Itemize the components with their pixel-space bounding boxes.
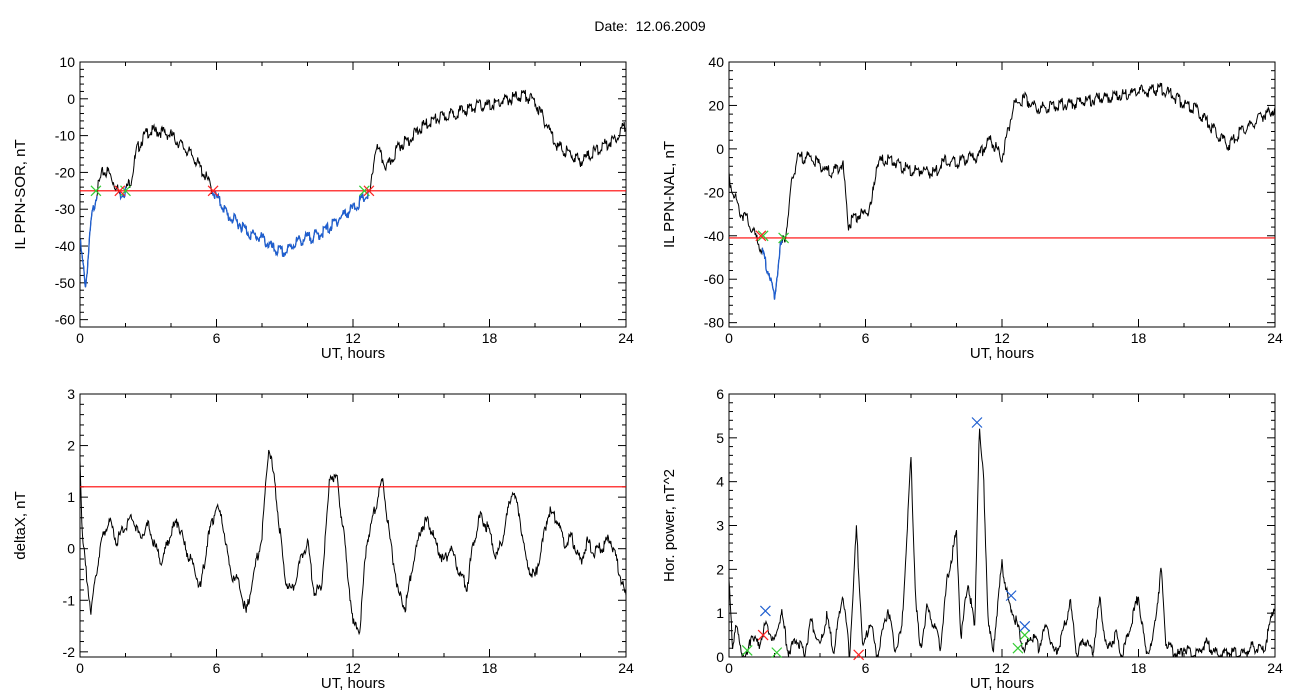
x-axis-label: UT, hours — [321, 675, 385, 692]
y-tick-label: 2 — [716, 561, 724, 577]
y-tick-label: -80 — [704, 315, 724, 331]
y-axis-label: IL PPN-SOR, nT — [12, 139, 29, 249]
start-marker — [358, 185, 370, 197]
start-marker — [771, 647, 783, 659]
x-tick-label: 12 — [994, 660, 1010, 676]
x-tick-label: 0 — [725, 330, 733, 346]
peak-marker — [759, 605, 771, 617]
x-tick-label: 12 — [345, 330, 361, 346]
y-tick-label: 40 — [708, 54, 724, 70]
peak-marker — [971, 417, 983, 428]
y-axis-label: Hor. power, nT^2 — [661, 469, 678, 582]
end-marker — [853, 649, 865, 661]
start-marker — [1019, 629, 1031, 641]
y-axis-label: IL PPN-NAL, nT — [661, 141, 678, 248]
y-tick-label: 2 — [67, 438, 75, 454]
y-tick-label: -1 — [63, 592, 76, 608]
x-tick-label: 18 — [1131, 660, 1147, 676]
x-axis-label: UT, hours — [321, 345, 385, 362]
y-tick-label: 3 — [716, 518, 724, 534]
x-tick-label: 18 — [482, 330, 498, 346]
y-tick-label: 6 — [716, 386, 724, 402]
y-tick-label: 0 — [67, 91, 75, 107]
x-tick-label: 24 — [1267, 660, 1283, 676]
y-tick-label: -40 — [704, 228, 724, 244]
x-tick-label: 6 — [862, 330, 870, 346]
y-tick-label: 0 — [716, 141, 724, 157]
y-tick-label: -2 — [63, 644, 76, 660]
y-tick-label: 10 — [59, 54, 75, 70]
event-segment — [80, 195, 98, 288]
y-tick-label: 0 — [67, 541, 75, 557]
data-trace — [729, 428, 1275, 657]
start-marker — [757, 230, 769, 242]
date-header: Date: 12.06.2009 — [0, 18, 1300, 34]
y-tick-label: 5 — [716, 430, 724, 446]
x-tick-label: 12 — [994, 330, 1010, 346]
x-tick-label: 18 — [482, 660, 498, 676]
x-tick-label: 24 — [618, 330, 634, 346]
y-tick-label: -10 — [55, 128, 75, 144]
event-segment — [761, 238, 783, 300]
y-tick-label: 1 — [716, 605, 724, 621]
x-tick-label: 6 — [213, 330, 221, 346]
data-trace — [80, 89, 626, 288]
end-marker — [207, 185, 219, 197]
event-segment — [119, 186, 127, 201]
start-marker — [90, 185, 102, 197]
end-marker — [114, 185, 126, 197]
chart-ppn-nal: 0 6 12 18 24 40 20 0 -20 -40 -60 -80 UT, hours IL PPN… — [661, 54, 1283, 362]
end-marker — [757, 629, 769, 641]
x-tick-label: 6 — [862, 660, 870, 676]
chart-ppn-sor: 0 6 12 18 24 10 0 -10 -20 -30 -40 -50 -60 UT, hours IL… — [12, 54, 634, 362]
start-marker — [778, 232, 790, 244]
y-tick-label: -50 — [55, 275, 75, 291]
start-marker — [120, 185, 131, 197]
plot-frame — [728, 393, 1276, 658]
x-tick-label: 0 — [76, 330, 84, 346]
y-tick-label: 0 — [716, 649, 724, 665]
end-marker — [755, 230, 767, 242]
y-axis-label: deltaX, nT — [12, 491, 29, 559]
x-axis-label: UT, hours — [970, 675, 1034, 692]
x-tick-label: 24 — [618, 660, 634, 676]
peak-marker — [1019, 620, 1031, 632]
plot-frame — [728, 61, 1276, 328]
y-tick-label: -20 — [704, 184, 724, 200]
chart-deltax: 0 6 12 18 24 3 2 1 0 -1 -2 UT, hours deltaX, nT — [12, 386, 634, 692]
y-tick-label: 1 — [67, 489, 75, 505]
y-tick-label: -60 — [704, 271, 724, 287]
y-tick-label: 4 — [716, 474, 724, 490]
event-segment — [211, 189, 370, 258]
start-marker — [741, 645, 753, 656]
peak-marker — [1005, 590, 1017, 602]
x-tick-label: 12 — [345, 660, 361, 676]
y-tick-label: -30 — [55, 201, 75, 217]
x-tick-label: 6 — [213, 660, 221, 676]
y-tick-label: -40 — [55, 238, 75, 254]
date-value: 12.06.2009 — [635, 18, 706, 34]
x-tick-label: 0 — [76, 660, 84, 676]
y-tick-label: 20 — [708, 97, 724, 113]
y-tick-label: 3 — [67, 386, 75, 402]
x-tick-label: 0 — [725, 660, 733, 676]
start-marker — [1012, 642, 1024, 654]
chart-hor-power: 0 6 12 18 24 6 5 4 3 2 1 0 UT, hours Hor. power, nT^2 — [661, 386, 1283, 692]
x-axis-label: UT, hours — [970, 345, 1034, 362]
y-tick-label: -60 — [55, 312, 75, 328]
date-label: Date: — [594, 18, 628, 34]
data-trace — [729, 82, 1275, 300]
plot-frame — [79, 61, 627, 328]
y-tick-label: -20 — [55, 164, 75, 180]
end-marker — [363, 185, 375, 197]
x-tick-label: 24 — [1267, 330, 1283, 346]
data-trace — [80, 449, 626, 636]
x-tick-label: 18 — [1131, 330, 1147, 346]
